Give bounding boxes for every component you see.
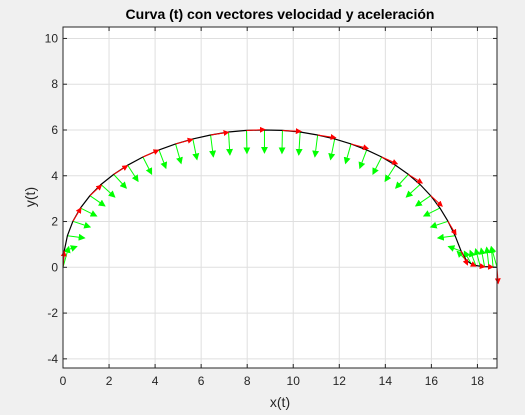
- x-tick-label: 16: [425, 374, 439, 388]
- velocity-vector: [142, 149, 160, 158]
- y-tick-label: 4: [51, 169, 58, 183]
- acceleration-vector: [158, 149, 168, 170]
- x-tick-labels: 0 2 4 6 8 10 12 14 16 18: [60, 374, 485, 388]
- acceleration-vector: [422, 207, 441, 217]
- acceleration-vectors: [62, 129, 498, 268]
- velocity-vector: [282, 128, 302, 135]
- velocity-vector: [470, 261, 477, 267]
- velocity-vector: [381, 156, 399, 165]
- curve-line: [62, 129, 498, 268]
- acceleration-vector: [175, 143, 183, 165]
- velocity-vector: [89, 184, 103, 197]
- y-tick-label: 8: [51, 77, 58, 91]
- velocity-vector: [460, 250, 469, 266]
- grid-lines: [62, 27, 497, 368]
- x-tick-label: 18: [471, 374, 485, 388]
- acceleration-vector: [414, 195, 431, 207]
- velocity-vector: [113, 165, 129, 175]
- chart-title: Curva (t) con vectores velocidad y acele…: [126, 6, 435, 22]
- x-tick-label: 12: [333, 374, 347, 388]
- velocity-vector: [430, 195, 443, 207]
- plot-frame: [62, 26, 498, 369]
- acceleration-vector: [483, 246, 491, 267]
- y-tick-label: 2: [51, 215, 58, 229]
- acceleration-vector: [142, 156, 153, 176]
- acceleration-vector: [89, 195, 106, 207]
- velocity-vector: [350, 143, 370, 151]
- y-tick-label: -4: [47, 352, 58, 366]
- acceleration-vector: [328, 138, 336, 161]
- velocity-vector: [479, 263, 486, 270]
- velocity-vector: [317, 134, 337, 140]
- y-tick-label: -2: [47, 306, 58, 320]
- velocity-vector: [408, 173, 424, 184]
- x-axis-label: x(t): [270, 394, 290, 410]
- acceleration-vector: [209, 134, 217, 158]
- x-tick-label: 8: [244, 374, 251, 388]
- y-tick-label: 6: [51, 123, 58, 137]
- acceleration-vector: [295, 132, 303, 156]
- acceleration-vector: [358, 149, 368, 170]
- velocity-vector: [175, 137, 194, 145]
- acceleration-vector: [489, 245, 498, 268]
- velocity-vector: [246, 126, 266, 133]
- acceleration-vector: [80, 207, 98, 217]
- x-tick-label: 10: [287, 374, 301, 388]
- acceleration-vector: [447, 245, 462, 252]
- y-tick-label: 10: [45, 31, 59, 45]
- acceleration-vector: [436, 233, 456, 241]
- y-tick-label: 0: [51, 260, 58, 274]
- acceleration-vector: [127, 164, 139, 183]
- acceleration-vector: [429, 220, 449, 229]
- x-tick-label: 2: [106, 374, 113, 388]
- acceleration-vector: [384, 164, 396, 183]
- x-tick-label: 14: [379, 374, 393, 388]
- velocity-vectors: [60, 126, 501, 285]
- y-tick-labels: -4 -2 0 2 4 6 8 10: [45, 31, 59, 365]
- acceleration-vector: [312, 134, 320, 158]
- acceleration-vector: [72, 220, 92, 229]
- acceleration-vector: [372, 156, 383, 176]
- x-tick-label: 4: [152, 374, 159, 388]
- acceleration-vector: [67, 233, 86, 241]
- acceleration-vector: [405, 184, 421, 198]
- velocity-vector: [210, 130, 230, 136]
- velocity-vector: [72, 207, 82, 222]
- tick-marks: [62, 27, 497, 368]
- x-tick-label: 6: [198, 374, 205, 388]
- x-tick-label: 0: [60, 374, 67, 388]
- acceleration-vector: [343, 143, 352, 165]
- acceleration-vector: [100, 184, 116, 198]
- y-axis-label: y(t): [22, 187, 38, 207]
- velocity-vector: [447, 221, 457, 236]
- acceleration-vector: [113, 174, 127, 189]
- acceleration-vector: [395, 174, 409, 189]
